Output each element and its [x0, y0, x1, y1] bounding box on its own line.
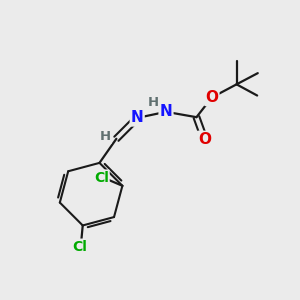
Text: O: O	[206, 90, 218, 105]
Text: O: O	[198, 132, 211, 147]
Text: H: H	[148, 96, 159, 109]
Text: Cl: Cl	[72, 240, 87, 254]
Text: H: H	[100, 130, 111, 143]
Text: N: N	[160, 104, 172, 119]
Text: Cl: Cl	[94, 170, 109, 184]
Text: N: N	[131, 110, 144, 125]
